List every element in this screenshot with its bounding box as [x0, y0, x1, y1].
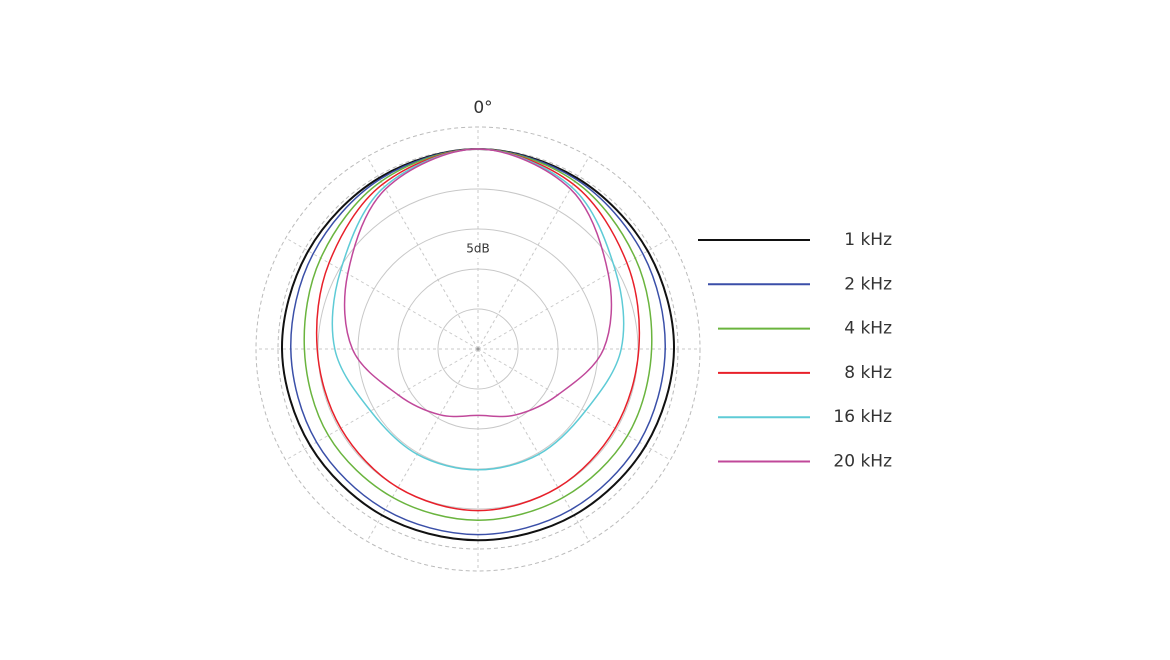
legend-label: 20 kHz	[833, 452, 892, 472]
ring	[317, 188, 639, 510]
legend-label: 8 kHz	[844, 363, 892, 383]
spoke	[366, 348, 479, 542]
legend-label: 1 kHz	[844, 230, 892, 250]
spoke	[477, 348, 671, 461]
spoke	[285, 237, 479, 350]
series-line	[315, 148, 641, 512]
series-line	[343, 148, 613, 418]
ring-label-bg	[460, 240, 496, 258]
series-line	[303, 148, 653, 521]
ring	[437, 308, 519, 390]
spoke	[477, 237, 671, 350]
series-line	[290, 148, 666, 536]
spoke	[366, 156, 479, 350]
spoke	[477, 156, 590, 350]
series-line	[331, 148, 625, 471]
spoke	[477, 348, 590, 542]
spoke	[285, 348, 479, 461]
ring-label: 5dB	[466, 242, 489, 256]
legend-label: 2 kHz	[844, 274, 892, 294]
center-dot	[476, 347, 480, 351]
theta-label: 0°	[473, 98, 492, 118]
legend-label: 16 kHz	[833, 407, 892, 427]
series-line	[280, 148, 676, 542]
legend-label: 4 kHz	[844, 319, 892, 339]
outer-ring	[255, 126, 701, 572]
